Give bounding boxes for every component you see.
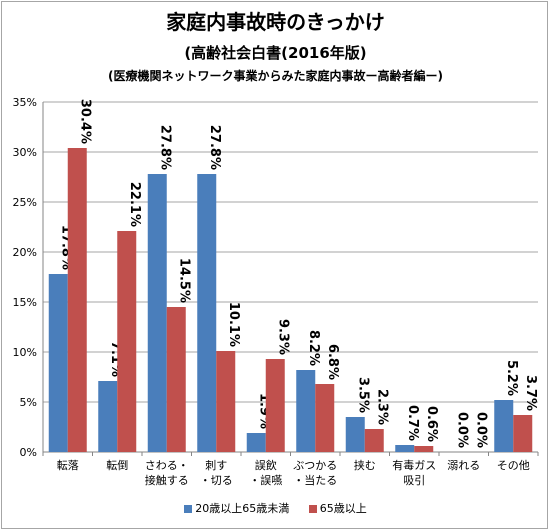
bar-2	[414, 446, 434, 452]
y-tick-label: 25%	[13, 196, 37, 209]
legend-label-series1: 20歳以上65歳未満	[195, 502, 290, 515]
legend-item-series1: 20歳以上65歳未満	[184, 500, 289, 516]
bar-1	[345, 417, 365, 452]
category-label: ・切る	[200, 474, 233, 487]
category-label: 転落	[57, 459, 79, 472]
data-label: 2.3%	[374, 389, 389, 425]
y-tick-label: 0%	[20, 446, 37, 459]
category-label: 刺す	[205, 459, 227, 472]
bar-1	[147, 174, 167, 452]
bar-2	[67, 148, 87, 452]
data-label: 30.4%	[77, 99, 92, 144]
category-label: ・当たる	[293, 473, 337, 487]
data-label: 10.1%	[226, 302, 241, 347]
legend: 20歳以上65歳未満 65歳以上	[0, 500, 551, 516]
category-label: 有毒ガス	[392, 458, 436, 472]
bar-2	[265, 359, 285, 452]
bar-2	[216, 351, 236, 452]
bar-1	[296, 370, 316, 452]
bar-2	[166, 307, 186, 452]
legend-item-series2: 65歳以上	[308, 500, 367, 516]
data-label: 5.2%	[504, 360, 519, 396]
data-label: 0.0%	[473, 412, 488, 448]
bar-1	[246, 433, 266, 452]
bar-1	[395, 445, 415, 452]
category-label: ・誤嚥	[249, 473, 282, 487]
category-label: 転倒	[106, 459, 128, 472]
data-label: 27.8%	[157, 125, 172, 170]
data-label: 3.7%	[523, 375, 538, 411]
category-label: 溺れる	[447, 459, 480, 472]
category-label: 挟む	[354, 458, 376, 472]
data-label: 6.8%	[325, 344, 340, 380]
y-tick-label: 30%	[13, 146, 37, 159]
category-label: さわる・	[145, 459, 189, 472]
category-label: その他	[497, 459, 530, 472]
chart-subtitle: (高齢社会白書(2016年版)	[184, 44, 367, 62]
y-tick-label: 35%	[13, 96, 37, 109]
bar-2	[315, 384, 335, 452]
category-label: 吸引	[403, 473, 425, 487]
y-tick-label: 20%	[13, 246, 37, 259]
bar-2	[117, 231, 137, 452]
bar-2	[364, 429, 384, 452]
bar-2	[513, 415, 533, 452]
bar-1	[197, 174, 217, 452]
y-tick-label: 5%	[20, 396, 37, 409]
bar-1	[48, 274, 68, 452]
y-tick-label: 15%	[13, 296, 37, 309]
data-label: 22.1%	[127, 182, 142, 227]
category-label: 誤飲	[255, 458, 277, 472]
category-label: ぶつかる	[293, 459, 337, 472]
category-label: 接触する	[145, 473, 189, 487]
data-label: 0.0%	[454, 412, 469, 448]
chart-title: 家庭内事故時のきっかけ	[166, 10, 385, 34]
data-label: 0.7%	[405, 405, 420, 441]
data-label: 14.5%	[176, 258, 191, 303]
data-label: 9.3%	[275, 319, 290, 355]
bar-1	[494, 400, 514, 452]
legend-swatch-series1	[184, 505, 193, 513]
y-tick-label: 10%	[13, 346, 37, 359]
legend-label-series2: 65歳以上	[319, 502, 367, 515]
legend-swatch-series2	[308, 505, 317, 513]
data-label: 3.5%	[355, 377, 370, 413]
chart-subtitle-2: (医療機関ネットワーク事業からみた家庭内事故ー高齢者編ー)	[108, 69, 443, 83]
data-label: 0.6%	[424, 406, 439, 442]
data-label: 8.2%	[306, 330, 321, 366]
data-label: 27.8%	[207, 125, 222, 170]
bar-1	[98, 381, 118, 452]
